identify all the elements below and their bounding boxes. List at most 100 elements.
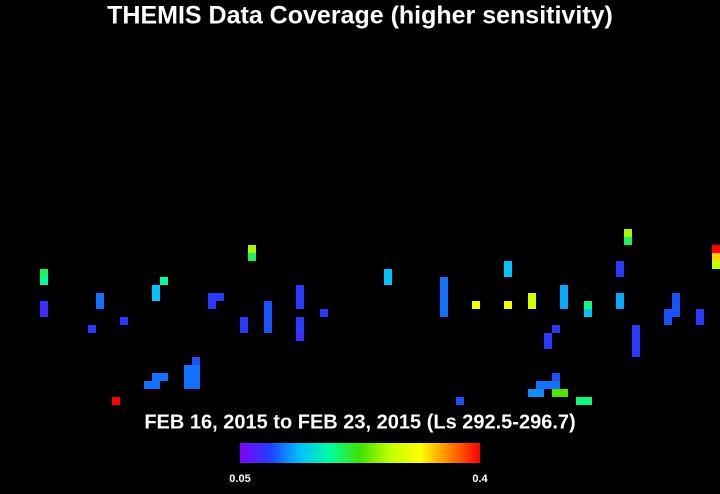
coverage-cell [160, 373, 168, 381]
coverage-cell [440, 293, 448, 301]
coverage-cell [616, 269, 624, 277]
coverage-cell [552, 325, 560, 333]
coverage-cell [440, 301, 448, 309]
coverage-cell [296, 333, 304, 341]
coverage-cell [560, 293, 568, 301]
coverage-cell [536, 381, 544, 389]
coverage-cell [440, 309, 448, 317]
coverage-cell [672, 301, 680, 309]
coverage-cell [528, 389, 536, 397]
coverage-cell [440, 285, 448, 293]
coverage-cell [40, 277, 48, 285]
coverage-cell [264, 325, 272, 333]
coverage-cell [240, 317, 248, 325]
coverage-cell [624, 229, 632, 237]
coverage-cell [40, 301, 48, 309]
coverage-cell [192, 381, 200, 389]
coverage-cell [320, 309, 328, 317]
coverage-cell [184, 373, 192, 381]
coverage-cell [560, 301, 568, 309]
coverage-cell [584, 309, 592, 317]
coverage-cell [528, 301, 536, 309]
coverage-cell [440, 277, 448, 285]
coverage-cell [504, 269, 512, 277]
coverage-cell [584, 397, 592, 405]
coverage-cell [528, 293, 536, 301]
coverage-cell [664, 317, 672, 325]
coverage-cell [696, 309, 704, 317]
coverage-cell [384, 269, 392, 277]
coverage-cell [632, 325, 640, 333]
coverage-cell [544, 333, 552, 341]
coverage-cell [672, 309, 680, 317]
coverage-cell [712, 261, 720, 269]
colorbar [240, 443, 480, 463]
coverage-cell [208, 293, 216, 301]
coverage-cell [184, 365, 192, 373]
coverage-cell [184, 381, 192, 389]
coverage-cell [544, 381, 552, 389]
coverage-cell [112, 397, 120, 405]
coverage-cell [384, 277, 392, 285]
coverage-cell [504, 301, 512, 309]
coverage-cell [240, 325, 248, 333]
coverage-cell [664, 309, 672, 317]
coverage-cell [472, 301, 480, 309]
coverage-cell [40, 309, 48, 317]
coverage-cell [696, 317, 704, 325]
coverage-cell [96, 293, 104, 301]
coverage-cell [616, 301, 624, 309]
coverage-cell [208, 301, 216, 309]
chart-subtitle: FEB 16, 2015 to FEB 23, 2015 (Ls 292.5-2… [144, 411, 575, 433]
coverage-cell [712, 253, 720, 261]
coverage-cell [248, 245, 256, 253]
coverage-cell [576, 397, 584, 405]
coverage-cell [632, 333, 640, 341]
coverage-cell [296, 285, 304, 293]
coverage-cell [96, 301, 104, 309]
coverage-cell [248, 253, 256, 261]
coverage-cell [504, 261, 512, 269]
chart-title: THEMIS Data Coverage (higher sensitivity… [107, 2, 613, 30]
coverage-cell [152, 293, 160, 301]
coverage-cell [456, 397, 464, 405]
coverage-cell [616, 293, 624, 301]
coverage-cell [552, 389, 560, 397]
coverage-cell [264, 301, 272, 309]
coverage-cell [296, 293, 304, 301]
coverage-cell [152, 373, 160, 381]
coverage-cell [192, 373, 200, 381]
colorbar-tick-label: 0.05 [229, 473, 250, 485]
coverage-cell [160, 277, 168, 285]
colorbar-tick-label: 0.4 [472, 473, 488, 485]
coverage-cell [712, 245, 720, 253]
coverage-cell [552, 381, 560, 389]
coverage-cell [584, 301, 592, 309]
coverage-cell [544, 341, 552, 349]
coverage-cell [552, 373, 560, 381]
coverage-cell [152, 285, 160, 293]
coverage-cell [632, 341, 640, 349]
coverage-cell [192, 357, 200, 365]
coverage-cell [144, 381, 152, 389]
coverage-cell [192, 365, 200, 373]
coverage-cell [560, 285, 568, 293]
coverage-cell [40, 269, 48, 277]
coverage-cell [624, 237, 632, 245]
coverage-cell [216, 293, 224, 301]
coverage-cell [152, 381, 160, 389]
coverage-cell [536, 389, 544, 397]
coverage-cell [264, 309, 272, 317]
coverage-cell [296, 317, 304, 325]
coverage-cell [672, 293, 680, 301]
coverage-cell [296, 301, 304, 309]
coverage-cell [296, 325, 304, 333]
coverage-cell [632, 349, 640, 357]
coverage-cell [616, 261, 624, 269]
coverage-cell [560, 389, 568, 397]
coverage-cell [264, 317, 272, 325]
coverage-cell [120, 317, 128, 325]
